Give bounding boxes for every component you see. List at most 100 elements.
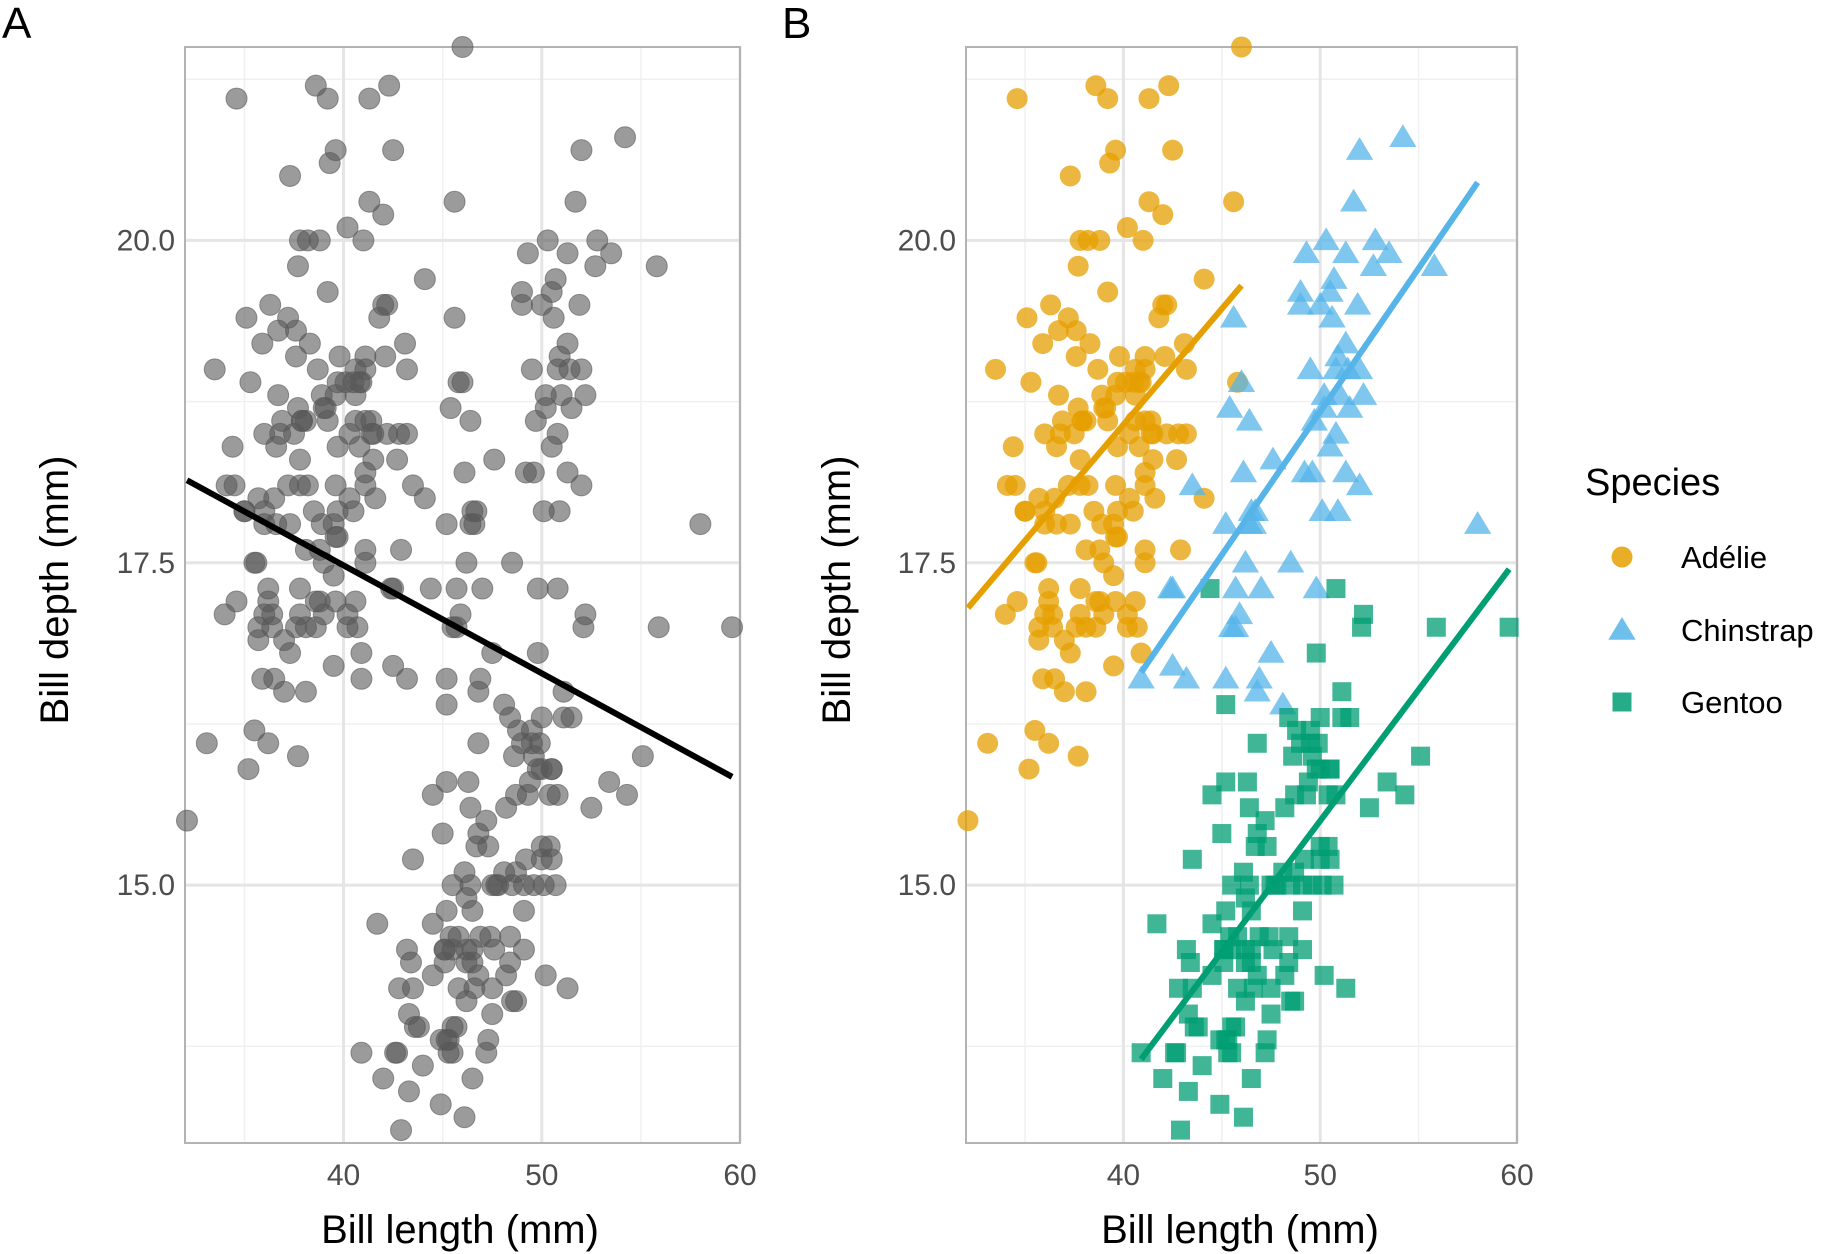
data-point <box>512 874 535 897</box>
data-point <box>467 732 490 755</box>
data-point <box>1231 36 1252 58</box>
data-point <box>1345 472 1374 496</box>
data-point <box>1016 307 1038 329</box>
data-point <box>1332 459 1360 483</box>
data-point <box>221 435 244 458</box>
data-point <box>1063 423 1085 445</box>
data-point <box>516 242 539 265</box>
data-point <box>397 1080 420 1103</box>
data-point <box>1142 423 1164 445</box>
panel-a-x-tick-label: 60 <box>723 1159 756 1192</box>
data-point <box>689 513 712 536</box>
data-point <box>1083 500 1105 522</box>
data-point <box>1182 849 1202 869</box>
data-point <box>631 745 654 768</box>
data-point <box>396 667 418 690</box>
data-point <box>324 474 347 497</box>
data-point <box>1040 294 1062 316</box>
data-point <box>1316 433 1344 457</box>
data-point <box>326 371 349 394</box>
data-point <box>316 87 339 110</box>
panel-b-x-axis-title: Bill length (mm) <box>1101 1208 1379 1252</box>
data-point <box>1108 345 1130 367</box>
data-point <box>223 474 246 497</box>
data-point <box>1221 575 1250 599</box>
data-point <box>386 1041 409 1064</box>
data-point <box>586 229 609 252</box>
panel-a-y-tick-label: 20.0 <box>117 224 175 257</box>
data-point <box>1426 617 1446 637</box>
data-point <box>1312 227 1340 251</box>
data-point <box>1026 552 1048 574</box>
data-point <box>459 796 482 819</box>
data-point <box>251 667 274 690</box>
panel-b-points <box>957 36 1519 1140</box>
data-point <box>1014 500 1036 522</box>
data-point <box>1138 191 1160 213</box>
data-point <box>1354 604 1374 624</box>
data-point <box>394 332 417 355</box>
data-point <box>294 680 317 703</box>
data-point <box>273 680 296 703</box>
data-point <box>1259 446 1287 470</box>
data-point <box>203 358 226 381</box>
trend-line-gentoo <box>1138 567 1512 1061</box>
data-point <box>1223 191 1245 213</box>
data-point <box>1216 695 1236 715</box>
data-point <box>600 242 623 265</box>
data-point <box>493 861 516 884</box>
data-point <box>421 912 444 935</box>
data-point <box>267 384 290 407</box>
data-point <box>1192 1056 1212 1076</box>
data-point <box>451 36 474 58</box>
data-point <box>326 500 349 523</box>
data-point <box>399 951 422 974</box>
data-point <box>1306 759 1326 779</box>
data-point <box>560 706 583 729</box>
data-point <box>1389 124 1417 148</box>
panel-b-tag: B <box>782 0 811 48</box>
data-point <box>1075 539 1097 561</box>
data-point <box>1158 575 1187 599</box>
data-point <box>1283 746 1303 766</box>
data-point <box>574 603 597 626</box>
data-point <box>213 603 236 626</box>
data-point <box>540 848 563 871</box>
data-point <box>346 616 369 639</box>
data-point <box>1107 371 1129 393</box>
panel-b-y-tick-label: 15.0 <box>898 869 956 902</box>
data-point <box>288 577 311 600</box>
panel-b-y-tick-label: 17.5 <box>898 547 956 580</box>
data-point <box>1247 733 1267 753</box>
data-point <box>429 1093 452 1116</box>
data-point <box>257 732 280 755</box>
data-point <box>510 280 533 303</box>
data-point <box>598 770 621 793</box>
data-point <box>570 474 593 497</box>
panel-a-x-axis-title: Bill length (mm) <box>321 1208 599 1252</box>
data-point <box>1170 1120 1190 1140</box>
data-point <box>374 345 397 368</box>
data-point <box>443 306 466 329</box>
data-point <box>435 513 458 536</box>
data-point <box>279 164 302 187</box>
data-point <box>1169 539 1191 561</box>
data-point <box>546 422 569 445</box>
data-point <box>570 139 593 162</box>
data-point <box>1034 513 1056 535</box>
data-point <box>1069 449 1091 471</box>
data-point <box>1279 952 1299 972</box>
data-point <box>245 551 268 574</box>
legend-key-gentoo <box>1612 692 1632 712</box>
data-point <box>372 1067 395 1090</box>
data-point <box>237 758 260 781</box>
data-point <box>1212 511 1240 534</box>
data-point <box>382 139 405 162</box>
data-point <box>1275 798 1295 818</box>
data-point <box>1277 549 1305 573</box>
data-point <box>503 745 526 768</box>
data-point <box>459 513 482 536</box>
data-point <box>316 280 339 303</box>
data-point <box>1178 1004 1198 1024</box>
